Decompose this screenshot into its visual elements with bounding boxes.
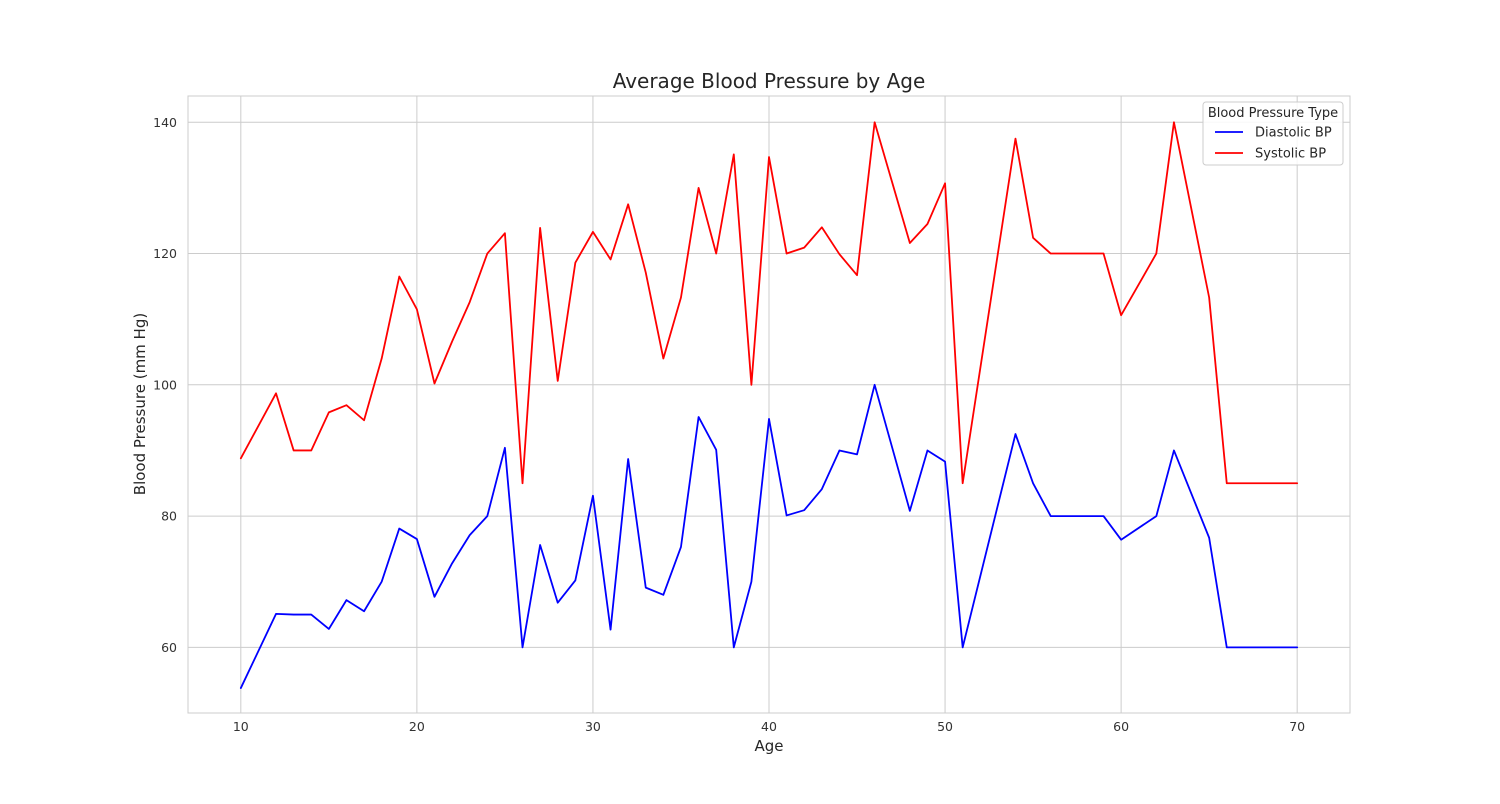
legend-entries: Diastolic BP Systolic BP	[1215, 126, 1332, 162]
x-tick-label: 20	[409, 719, 425, 734]
plot-frame	[187, 95, 1351, 714]
y-tick-label: 100	[153, 377, 177, 392]
diastolic-bp-line	[239, 383, 1299, 689]
legend: Blood Pressure Type Diastolic BP Systolic…	[1202, 101, 1344, 166]
axis-ticks: 10 20 30 40 50 60 70 60 80 100 120 140	[153, 115, 1305, 734]
diastolic-bp-legend-label: Diastolic BP	[1255, 126, 1332, 141]
y-tick-label: 120	[153, 246, 177, 261]
x-axis-label: Age	[754, 737, 783, 755]
systolic-bp-line	[239, 121, 1299, 485]
y-tick-label: 60	[161, 640, 177, 655]
chart-title: Average Blood Pressure by Age	[613, 69, 926, 93]
legend-box	[1202, 101, 1344, 166]
x-tick-label: 10	[233, 719, 249, 734]
x-tick-label: 70	[1289, 719, 1305, 734]
x-tick-label: 60	[1113, 719, 1129, 734]
x-tick-label: 30	[585, 719, 601, 734]
y-tick-label: 140	[153, 115, 177, 130]
y-axis-label: Blood Pressure (mm Hg)	[131, 313, 149, 495]
y-tick-label: 80	[161, 509, 177, 524]
x-tick-label: 50	[937, 719, 953, 734]
x-tick-label: 40	[761, 719, 777, 734]
systolic-bp-legend-label: Systolic BP	[1255, 147, 1326, 162]
grid	[188, 96, 1350, 713]
series-lines	[239, 121, 1299, 689]
legend-title: Blood Pressure Type	[1208, 106, 1338, 121]
